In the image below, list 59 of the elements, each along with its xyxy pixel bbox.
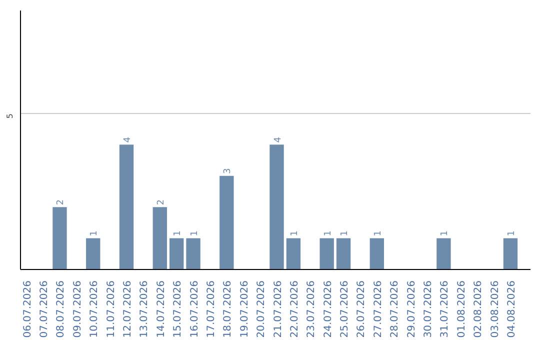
- data-label: 2: [56, 199, 66, 206]
- bar: [52, 207, 67, 270]
- bar: [436, 238, 451, 270]
- bar: [503, 238, 518, 270]
- data-label: 1: [440, 230, 450, 236]
- data-label: 2: [156, 199, 166, 206]
- x-tick-label: 10.07.2026: [89, 280, 100, 338]
- bar: [286, 238, 301, 270]
- data-label: 1: [190, 230, 200, 236]
- x-tick-label: 01.08.2026: [456, 280, 468, 338]
- bar: [336, 238, 351, 270]
- x-tick-label: 21.07.2026: [272, 280, 284, 338]
- x-tick-label: 17.07.2026: [206, 280, 217, 338]
- data-label: 3: [223, 168, 234, 174]
- data-label: 4: [273, 136, 284, 143]
- x-tick-label: 31.07.2026: [440, 280, 451, 338]
- x-tick-label: 09.07.2026: [72, 280, 84, 338]
- x-tick-label: 13.07.2026: [139, 280, 150, 338]
- bar: [370, 238, 384, 270]
- x-tick-label: 20.07.2026: [256, 280, 268, 338]
- x-tick-label: 22.07.2026: [289, 280, 300, 338]
- data-label: 1: [506, 230, 517, 236]
- data-label: 1: [373, 230, 384, 236]
- x-tick-label: 15.07.2026: [172, 280, 184, 338]
- x-tick-label: 08.07.2026: [56, 280, 67, 338]
- x-tick-label: 27.07.2026: [372, 280, 384, 338]
- data-label: 4: [123, 136, 134, 143]
- x-tick-label: 19.07.2026: [239, 280, 250, 338]
- x-tick-label: 28.07.2026: [390, 280, 401, 338]
- bar: [320, 238, 334, 270]
- data-label: 1: [173, 230, 184, 236]
- x-tick-label: 11.07.2026: [106, 280, 117, 338]
- x-tick-label: 07.07.2026: [39, 280, 50, 338]
- bar: [186, 238, 200, 270]
- data-label: 1: [90, 230, 100, 236]
- x-tick-label: 25.07.2026: [340, 280, 351, 338]
- data-label: 1: [323, 230, 334, 236]
- x-tick-label: 06.07.2026: [22, 280, 34, 338]
- data-label: 1: [340, 230, 350, 236]
- x-tick-label: 14.07.2026: [156, 280, 167, 338]
- x-tick-label: 16.07.2026: [189, 280, 200, 338]
- bar: [220, 176, 234, 270]
- bar: [119, 144, 134, 270]
- x-tick-label: 12.07.2026: [122, 280, 134, 338]
- x-tick-label: 26.07.2026: [356, 280, 368, 338]
- x-tick-label: 02.08.2026: [473, 280, 484, 338]
- data-label: 1: [290, 230, 300, 236]
- bar: [169, 238, 184, 270]
- x-tick-label: 30.07.2026: [423, 280, 434, 338]
- x-tick-label: 23.07.2026: [306, 280, 318, 338]
- bar: [86, 238, 100, 270]
- x-tick-label: 18.07.2026: [222, 280, 234, 338]
- x-tick-label: 24.07.2026: [322, 280, 334, 338]
- x-tick-label: 29.07.2026: [406, 280, 418, 338]
- x-tick-label: 04.08.2026: [506, 280, 518, 338]
- y-tick-label: 5: [6, 113, 14, 119]
- bar: [152, 207, 167, 270]
- x-tick-label: 03.08.2026: [490, 280, 501, 338]
- bar: [270, 144, 284, 270]
